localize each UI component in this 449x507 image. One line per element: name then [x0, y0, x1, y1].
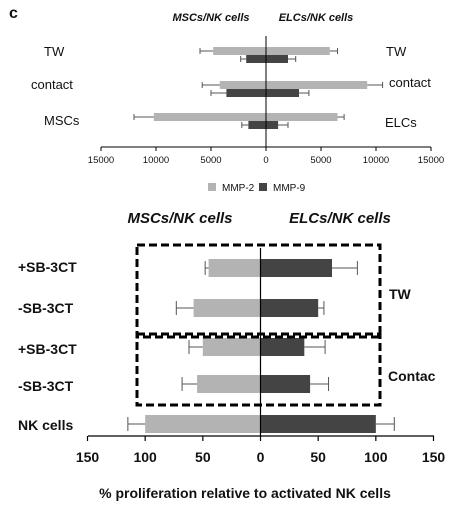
bar-mmp-2-right — [266, 113, 338, 121]
bar-mmp-9-left — [248, 121, 266, 129]
top-x-tick-label: 15000 — [88, 155, 114, 166]
top-right-category-label: contact — [389, 75, 431, 90]
bottom-x-axis-label: % proliferation relative to activated NK… — [99, 485, 391, 501]
top-x-tick-label: 15000 — [418, 155, 444, 166]
bar-left — [145, 415, 261, 433]
legend-label-mmp2: MMP-2 — [222, 183, 255, 194]
top-x-tick-label: 5000 — [310, 155, 331, 166]
panel-letter: c — [9, 5, 18, 22]
bar-mmp-2-left — [153, 113, 266, 121]
bottom-category-label: NK cells — [18, 417, 73, 433]
group-box-contact — [135, 332, 382, 407]
top-left-category-label: MSCs — [44, 113, 80, 128]
top-chart-marks: 15000 10000 5000 0 5000 10000 15000 — [88, 36, 444, 166]
bar-right — [260, 299, 319, 317]
bar-mmp-9-left — [246, 55, 266, 63]
top-left-category-label: contact — [31, 77, 73, 92]
bottom-category-label: -SB-3CT — [18, 300, 74, 316]
bar-mmp-9-right — [266, 121, 279, 129]
bottom-x-tick-label: 50 — [310, 449, 326, 465]
bottom-category-label: +SB-3CT — [18, 259, 77, 275]
bottom-category-label: +SB-3CT — [18, 341, 77, 357]
top-x-tick-label: 10000 — [143, 155, 169, 166]
top-left-heading: MSCs/NK cells — [172, 12, 249, 24]
bar-right — [260, 338, 305, 356]
bar-left — [202, 338, 261, 356]
bottom-category-label: -SB-3CT — [18, 378, 74, 394]
bar-left — [197, 375, 261, 393]
bottom-x-tick-label: 150 — [76, 449, 100, 465]
top-x-tick-label: 10000 — [363, 155, 389, 166]
group-box-tw — [135, 243, 382, 339]
bottom-x-tick-label: 50 — [195, 449, 211, 465]
bar-mmp-2-right — [266, 47, 330, 55]
group-label-contact: Contac — [388, 368, 436, 384]
bar-mmp-2-left — [213, 47, 266, 55]
bar-mmp-2-right — [266, 81, 368, 89]
bottom-chart-marks: 150 100 50 0 50 100 150 — [76, 248, 446, 465]
bar-right — [260, 259, 333, 277]
legend-swatch-mmp9 — [259, 183, 267, 191]
top-left-category-label: TW — [44, 44, 65, 59]
bottom-right-heading: ELCs/NK cells — [289, 210, 391, 227]
bar-mmp-9-left — [226, 89, 266, 97]
bar-left — [208, 259, 261, 277]
legend-label-mmp9: MMP-9 — [273, 183, 306, 194]
bottom-x-tick-label: 150 — [422, 449, 446, 465]
bar-right — [260, 415, 376, 433]
legend-swatch-mmp2 — [208, 183, 216, 191]
top-right-category-label: ELCs — [385, 115, 417, 130]
bottom-x-tick-label: 0 — [257, 449, 265, 465]
bottom-x-tick-label: 100 — [133, 449, 157, 465]
top-x-tick-label: 0 — [263, 155, 268, 166]
bottom-left-heading: MSCs/NK cells — [127, 210, 232, 227]
top-right-heading: ELCs/NK cells — [279, 12, 354, 24]
top-right-category-label: TW — [386, 44, 407, 59]
bar-mmp-9-right — [266, 89, 299, 97]
bottom-x-tick-label: 100 — [364, 449, 388, 465]
top-x-tick-label: 5000 — [200, 155, 221, 166]
bar-right — [260, 375, 311, 393]
bar-mmp-9-right — [266, 55, 288, 63]
bar-left — [193, 299, 261, 317]
bar-mmp-2-left — [219, 81, 266, 89]
group-label-tw: TW — [389, 286, 412, 302]
